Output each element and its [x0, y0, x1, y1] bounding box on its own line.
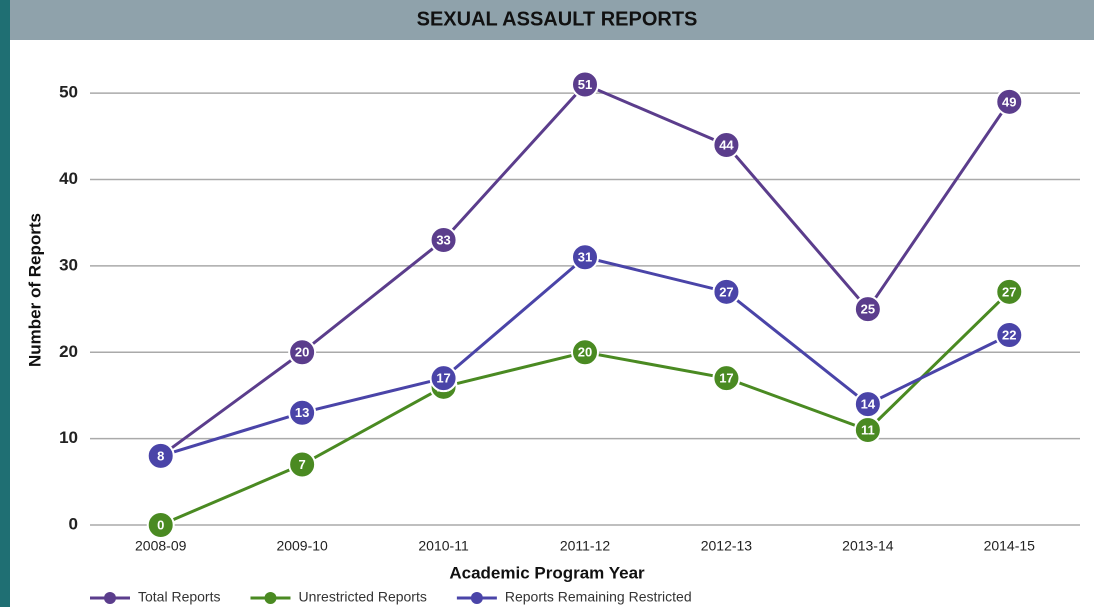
data-point [712, 277, 741, 306]
data-point [429, 364, 458, 393]
y-tick-label: 40 [59, 169, 78, 188]
data-label: 7 [299, 457, 306, 472]
legend-marker [264, 592, 277, 604]
data-label: 20 [295, 345, 309, 360]
data-label: 0 [157, 517, 164, 532]
data-label: 33 [436, 232, 450, 247]
data-label: 11 [861, 422, 875, 437]
y-tick-label: 20 [59, 342, 78, 361]
side-bar [0, 0, 10, 607]
data-point [146, 511, 175, 539]
data-label: 20 [578, 345, 592, 360]
y-tick-label: 30 [59, 255, 78, 274]
x-axis-label: Academic Program Year [449, 563, 645, 582]
y-tick-label: 10 [59, 428, 78, 447]
x-tick-label: 2011-12 [560, 538, 611, 554]
legend-marker [104, 592, 116, 604]
data-label: 25 [861, 302, 875, 317]
data-label: 27 [719, 284, 733, 299]
data-point [429, 226, 458, 254]
data-point [712, 131, 741, 159]
data-point [712, 364, 741, 393]
legend-marker [470, 592, 483, 604]
series-line [160, 290, 1011, 527]
x-tick-label: 2008-09 [135, 538, 187, 554]
data-label: 17 [436, 371, 450, 386]
data-point [995, 321, 1024, 349]
legend-label: Total Reports [138, 589, 220, 605]
data-point [288, 450, 317, 479]
legend-label: Reports Remaining Restricted [505, 589, 692, 605]
y-tick-label: 50 [59, 83, 78, 102]
title-bar [0, 0, 1094, 40]
data-label: 27 [1002, 284, 1016, 299]
data-label: 14 [861, 397, 876, 412]
data-point [288, 338, 317, 367]
data-point [995, 277, 1024, 306]
data-point [288, 398, 317, 427]
data-point [853, 390, 882, 419]
data-point [571, 70, 599, 99]
data-label: 17 [719, 371, 733, 386]
data-label: 44 [719, 137, 734, 152]
data-point [995, 87, 1024, 116]
y-axis-label: Number of Reports [25, 213, 44, 367]
data-label: 8 [157, 448, 164, 463]
data-label: 13 [295, 405, 309, 420]
x-tick-label: 2012-13 [701, 538, 753, 554]
data-label: 49 [1002, 94, 1016, 109]
data-point [146, 441, 175, 470]
data-label: 31 [578, 250, 592, 265]
x-tick-label: 2013-14 [842, 538, 894, 554]
data-label: 22 [1002, 327, 1016, 342]
y-tick-label: 0 [69, 514, 78, 533]
data-point [853, 295, 882, 324]
x-tick-label: 2014-15 [984, 538, 1036, 554]
data-label: 51 [578, 77, 592, 92]
data-point [571, 243, 599, 272]
x-tick-label: 2010-11 [418, 538, 469, 554]
chart-title: SEXUAL ASSAULT REPORTS [417, 8, 698, 30]
legend-label: Unrestricted Reports [298, 589, 426, 605]
x-tick-label: 2009-10 [276, 538, 328, 554]
data-point [571, 338, 599, 367]
